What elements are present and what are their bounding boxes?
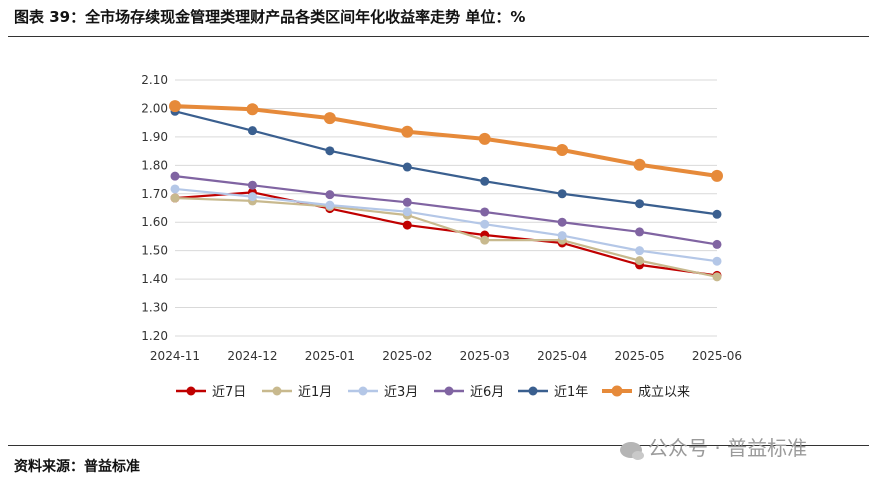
chart-legend: 近7日 近1月 近3月 近6月 近1年 成立以来 — [176, 385, 690, 400]
data-point — [402, 207, 412, 217]
x-tick-label: 2024-12 — [227, 349, 277, 363]
wechat-icon — [620, 441, 644, 460]
series-line — [174, 187, 718, 263]
data-point — [711, 169, 723, 182]
data-point — [325, 200, 335, 210]
y-tick-label: 1.20 — [141, 329, 168, 343]
y-tick-label: 1.30 — [141, 301, 168, 315]
legend-swatch-marker — [444, 386, 454, 396]
chart-series — [169, 100, 723, 282]
data-point — [325, 190, 335, 200]
data-point — [480, 235, 490, 245]
series-line — [174, 104, 718, 178]
series-line — [174, 191, 718, 277]
data-point — [635, 199, 645, 209]
data-point — [402, 162, 412, 172]
data-point — [635, 246, 645, 256]
y-tick-label: 1.70 — [141, 187, 168, 201]
data-point — [480, 176, 490, 186]
legend-swatch-marker — [528, 386, 538, 396]
data-point — [401, 125, 414, 138]
x-axis-ticks: 2024-11 2024-12 2025-01 2025-02 2025-03 2025-… — [150, 349, 742, 363]
data-point — [170, 184, 180, 194]
data-point — [480, 207, 490, 217]
y-tick-label: 2.00 — [141, 101, 168, 115]
y-tick-label: 1.50 — [141, 244, 168, 258]
line-chart: 2.10 2.00 1.90 1.80 1.70 1.60 1.50 1.40 1.30 1.20… — [141, 73, 742, 400]
data-point — [247, 126, 257, 136]
legend-label: 近6月 — [470, 385, 504, 400]
data-point — [557, 217, 567, 227]
data-point — [402, 197, 412, 207]
source-note: 资料来源：普益标准 — [14, 459, 140, 475]
data-point — [246, 103, 259, 116]
data-point — [170, 171, 180, 181]
x-tick-label: 2025-03 — [460, 349, 510, 363]
y-tick-label: 1.80 — [141, 158, 168, 172]
data-point — [635, 256, 645, 266]
legend-swatch-marker — [186, 386, 196, 396]
data-point — [325, 146, 335, 156]
series-5 — [170, 106, 722, 219]
y-tick-label: 2.10 — [141, 73, 168, 87]
data-point — [323, 112, 336, 125]
x-tick-label: 2025-06 — [692, 349, 742, 363]
series-line — [174, 110, 718, 216]
x-tick-label: 2025-02 — [382, 349, 432, 363]
x-tick-label: 2024-11 — [150, 349, 200, 363]
legend-label: 近3月 — [384, 385, 418, 400]
watermark: 公众号 · 普益标准 — [620, 432, 807, 461]
data-point — [557, 189, 567, 199]
legend-label: 近1年 — [554, 385, 588, 400]
y-tick-label: 1.40 — [141, 272, 168, 286]
legend-label: 近1月 — [298, 385, 332, 400]
series-6 — [169, 100, 723, 182]
data-point — [247, 192, 257, 202]
series-line — [174, 196, 718, 278]
legend-swatch-marker — [611, 385, 623, 397]
data-point — [557, 231, 567, 241]
bottom-divider — [8, 445, 869, 446]
data-point — [635, 227, 645, 237]
data-point — [712, 239, 722, 249]
data-point — [480, 219, 490, 229]
legend-swatch-marker — [272, 386, 282, 396]
data-point — [402, 220, 412, 230]
data-point — [712, 256, 722, 266]
legend-label: 成立以来 — [638, 385, 690, 400]
y-tick-label: 1.90 — [141, 130, 168, 144]
x-tick-label: 2025-01 — [305, 349, 355, 363]
data-point — [247, 180, 257, 190]
data-point — [170, 193, 180, 203]
x-tick-label: 2025-05 — [615, 349, 665, 363]
data-point — [633, 158, 646, 171]
data-point — [478, 132, 491, 145]
legend-label: 近7日 — [212, 385, 246, 400]
watermark-text: 公众号 · 普益标准 — [648, 436, 808, 460]
data-point — [712, 272, 722, 282]
y-axis-ticks: 2.10 2.00 1.90 1.80 1.70 1.60 1.50 1.40 1.30 1.20 — [141, 73, 168, 343]
series-line — [174, 175, 718, 246]
data-point — [556, 143, 569, 156]
data-point — [169, 100, 181, 113]
y-tick-label: 1.60 — [141, 215, 168, 229]
series-4 — [170, 171, 722, 249]
legend-swatch-marker — [358, 386, 368, 396]
top-divider — [8, 36, 869, 37]
data-point — [712, 209, 722, 219]
x-tick-label: 2025-04 — [537, 349, 587, 363]
chart-title: 图表 39：全市场存续现金管理类理财产品各类区间年化收益率走势 单位：% — [14, 8, 526, 26]
series-2 — [170, 193, 722, 282]
series-3 — [170, 184, 722, 266]
